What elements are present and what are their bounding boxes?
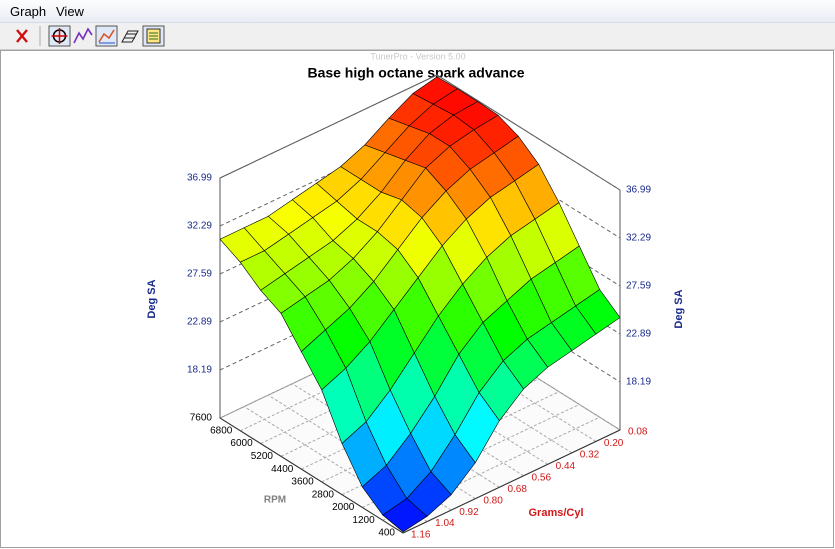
tool-button[interactable] xyxy=(142,25,165,47)
y-tick-label: 0.20 xyxy=(604,438,624,449)
x-tick-label: 5200 xyxy=(251,451,274,462)
surface-cell xyxy=(382,498,428,533)
y-tick-label: 0.92 xyxy=(459,507,479,518)
tool-button[interactable] xyxy=(95,25,118,47)
y-tick-label: 1.04 xyxy=(435,518,455,529)
y-axis-title: Grams/Cyl xyxy=(528,507,583,519)
x-tick-label: 4400 xyxy=(271,464,294,475)
tool-button[interactable] xyxy=(48,25,71,47)
z-tick-label: 32.29 xyxy=(626,233,651,244)
tool-button[interactable] xyxy=(121,30,139,43)
z-tick-label: 36.99 xyxy=(187,173,212,184)
x-tick-label: 1200 xyxy=(352,515,375,526)
z-tick-label: 18.19 xyxy=(187,365,212,376)
x-axis-title: RPM xyxy=(264,495,286,506)
x-tick-label: 2000 xyxy=(332,502,355,513)
z-tick-label: 32.29 xyxy=(187,221,212,232)
menu-bar: Graph View xyxy=(0,0,835,23)
menu-item[interactable]: View xyxy=(56,4,84,19)
x-tick-label: 3600 xyxy=(291,477,314,488)
z-tick-label: 27.59 xyxy=(187,269,212,280)
watermark: TunerPro - Version 5.00 xyxy=(370,51,465,61)
menu-item[interactable]: Graph xyxy=(10,4,47,19)
x-tick-label: 6800 xyxy=(210,425,233,436)
z-tick-label: 18.19 xyxy=(626,377,651,388)
close-button[interactable] xyxy=(16,29,28,43)
z-tick-label: 22.89 xyxy=(626,329,651,340)
chart-title: Base high octane spark advance xyxy=(307,65,524,81)
y-tick-label: 0.56 xyxy=(532,472,552,483)
z-tick-label: 22.89 xyxy=(187,317,212,328)
x-tick-label: 2800 xyxy=(312,489,335,500)
x-tick-label: 7600 xyxy=(190,413,213,424)
wall-grid-line xyxy=(219,74,621,191)
z-tick-label: 36.99 xyxy=(626,185,651,196)
z-tick-label: 27.59 xyxy=(626,281,651,292)
x-tick-label: 400 xyxy=(378,528,395,539)
axis-line xyxy=(219,417,621,534)
toolbar xyxy=(0,23,835,50)
tool-button[interactable] xyxy=(73,27,93,44)
z-axis-title: Deg SA xyxy=(673,289,685,328)
y-tick-label: 0.08 xyxy=(628,427,648,438)
y-tick-label: 1.16 xyxy=(411,530,431,541)
y-tick-label: 0.32 xyxy=(580,450,600,461)
z-axis-title: Deg SA xyxy=(146,279,158,318)
y-tick-label: 0.68 xyxy=(507,484,527,495)
y-tick-label: 0.80 xyxy=(483,495,503,506)
y-tick-label: 0.44 xyxy=(556,461,576,472)
x-tick-label: 6000 xyxy=(230,438,253,449)
chart: TunerPro - Version 5.00 Base high octane… xyxy=(0,50,834,548)
